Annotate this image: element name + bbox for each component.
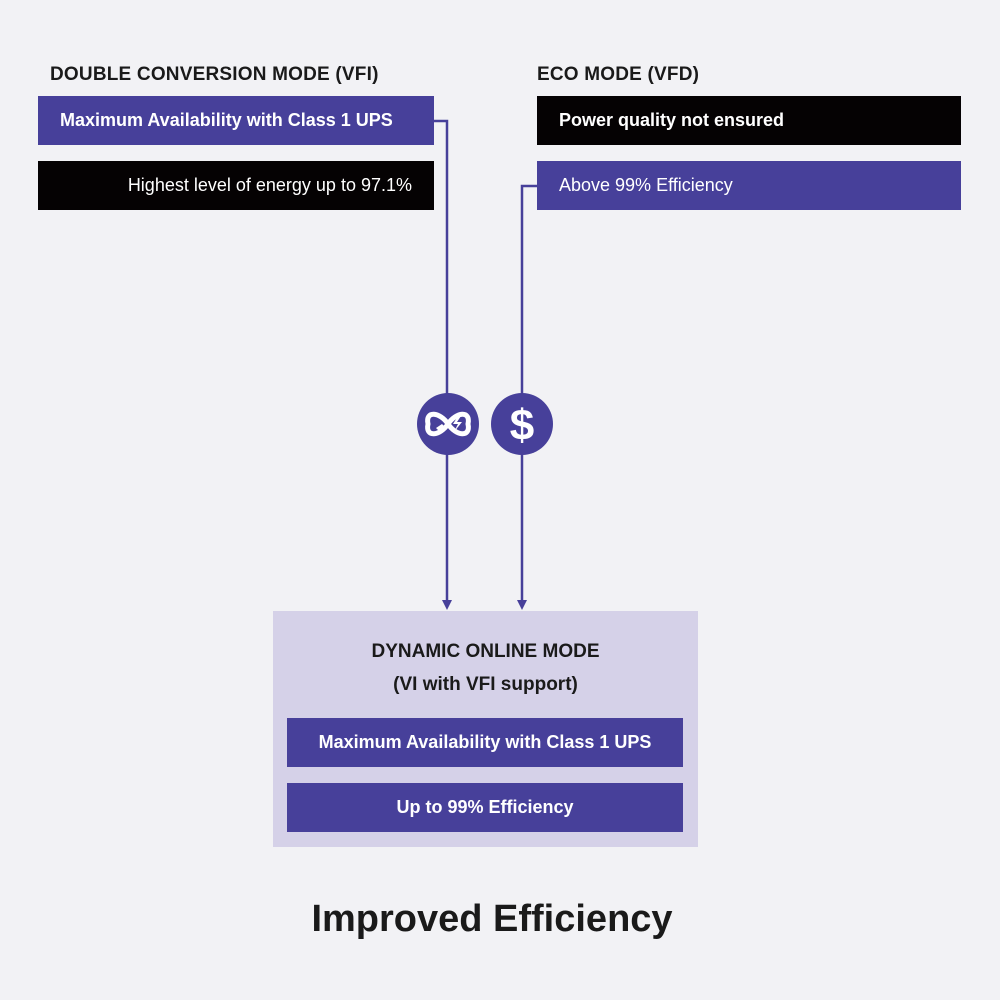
dynamic-availability-box: Maximum Availability with Class 1 UPS bbox=[287, 718, 683, 767]
vfi-mode-title: DOUBLE CONVERSION MODE (VFI) bbox=[50, 64, 379, 85]
dynamic-mode-title: DYNAMIC ONLINE MODE bbox=[371, 641, 600, 662]
eco-power-quality-box: Power quality not ensured bbox=[537, 96, 961, 145]
vfi-energy-box: Highest level of energy up to 97.1% bbox=[38, 161, 434, 210]
vfi-connector bbox=[434, 119, 449, 600]
vfi-availability-box: Maximum Availability with Class 1 UPS bbox=[38, 96, 434, 145]
footer-title: Improved Efficiency bbox=[311, 898, 673, 940]
dynamic-online-mode-panel: DYNAMIC ONLINE MODE (VI with VFI support… bbox=[273, 611, 698, 847]
eco-connector bbox=[520, 184, 537, 600]
eco-arrowhead bbox=[517, 600, 527, 610]
eco-efficiency-box: Above 99% Efficiency bbox=[537, 161, 961, 210]
vfi-arrowhead bbox=[442, 600, 452, 610]
dynamic-efficiency-box: Up to 99% Efficiency bbox=[287, 783, 683, 832]
eco-mode-title: ECO MODE (VFD) bbox=[537, 64, 700, 85]
dynamic-mode-subtitle: (VI with VFI support) bbox=[393, 674, 578, 695]
infinity-plug-lightning-icon bbox=[417, 393, 479, 455]
svg-text:$: $ bbox=[510, 401, 534, 450]
dollar-icon: $ bbox=[491, 393, 553, 455]
